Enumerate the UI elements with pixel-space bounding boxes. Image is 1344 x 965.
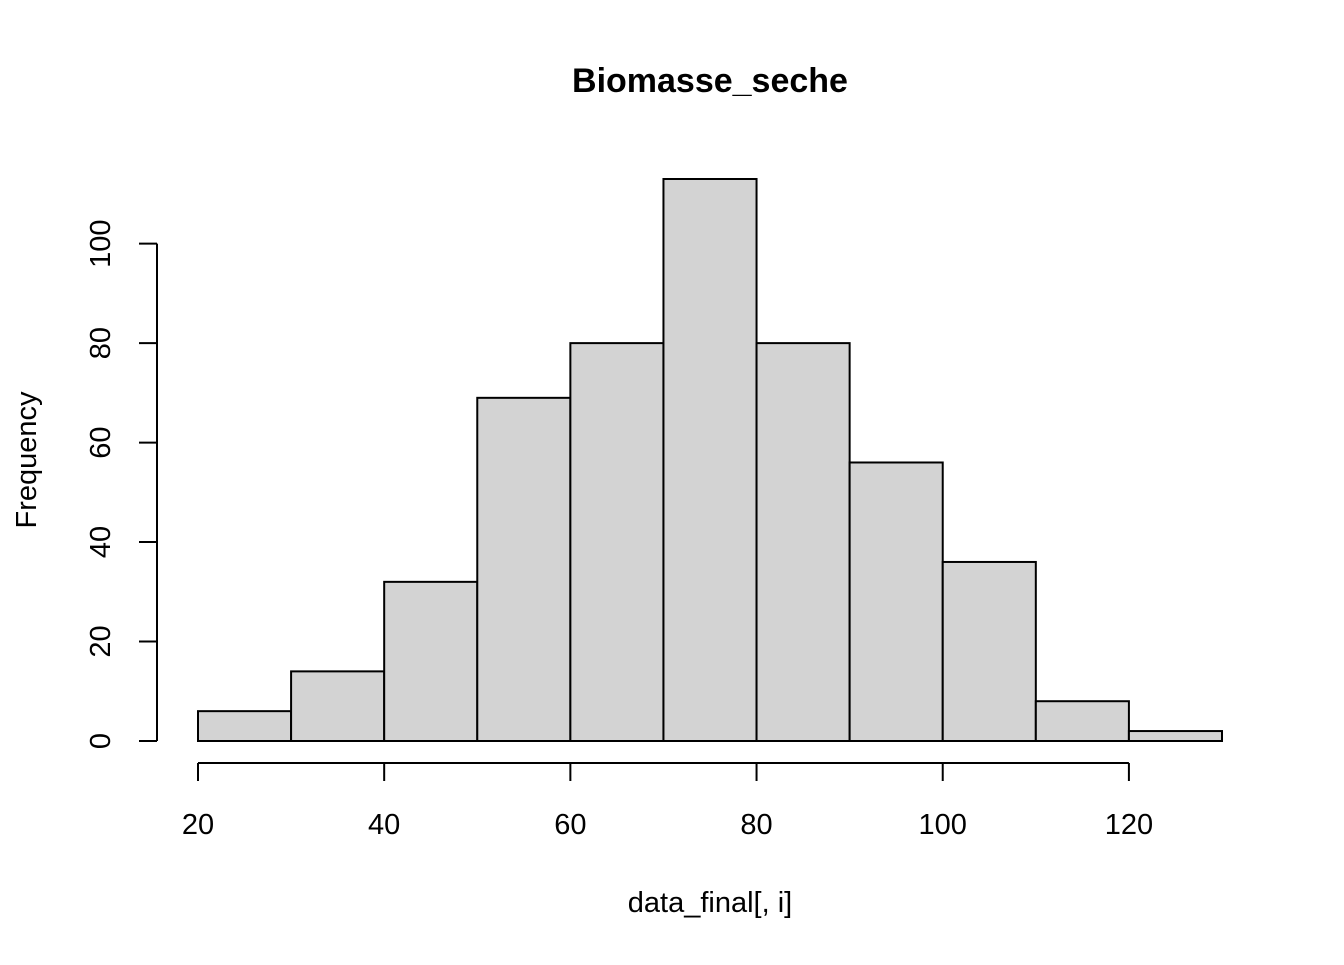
x-tick-label-80: 80 <box>740 809 772 841</box>
x-tick-label-60: 60 <box>554 809 586 841</box>
histogram-bar-5 <box>662 178 758 742</box>
x-tick-label-120: 120 <box>1105 809 1153 841</box>
x-tick-label-40: 40 <box>368 809 400 841</box>
histogram-bar-6 <box>755 342 851 742</box>
histogram-bar-2 <box>383 580 479 742</box>
histogram-bar-4 <box>569 342 665 742</box>
y-tick-label-80: 80 <box>85 327 117 359</box>
y-tick-label-0: 0 <box>85 733 117 749</box>
histogram-bar-9 <box>1034 700 1130 743</box>
x-axis: 20 40 60 80 100 120 <box>182 762 1153 841</box>
y-axis: 0 20 40 60 80 100 <box>85 219 158 749</box>
histogram-bar-0 <box>197 710 293 743</box>
bars-group <box>197 178 1223 743</box>
histogram-bar-10 <box>1127 730 1223 743</box>
y-tick-label-40: 40 <box>85 526 117 558</box>
y-tick-label-20: 20 <box>85 625 117 657</box>
x-axis-label: data_final[, i] <box>628 887 792 919</box>
chart-title: Biomasse_seche <box>572 62 848 100</box>
y-tick-label-60: 60 <box>85 426 117 458</box>
histogram-bar-8 <box>941 560 1037 742</box>
histogram-bar-7 <box>848 461 944 742</box>
x-tick-label-100: 100 <box>919 809 967 841</box>
y-tick-label-100: 100 <box>85 219 117 267</box>
x-tick-label-20: 20 <box>182 809 214 841</box>
y-axis-label: Frequency <box>11 391 43 529</box>
histogram-bar-3 <box>476 396 572 742</box>
histogram-bar-1 <box>290 670 386 743</box>
